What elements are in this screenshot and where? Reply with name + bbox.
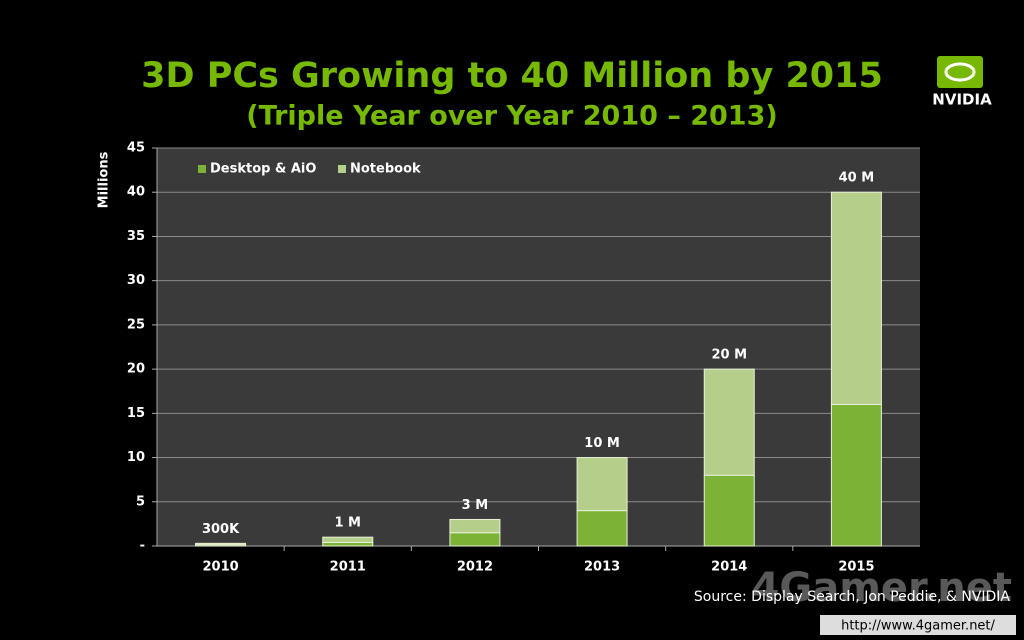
y-tick-label: 20 <box>127 362 145 377</box>
y-tick-label: 35 <box>127 229 145 244</box>
y-tick-label: 10 <box>127 450 145 465</box>
logo-icon <box>937 56 983 88</box>
x-tick-label: 2015 <box>838 560 874 575</box>
x-tick-label: 2010 <box>202 560 238 575</box>
total-label: 40 M <box>839 171 875 186</box>
total-label: 3 M <box>462 498 489 513</box>
bar-segment <box>449 518 501 534</box>
y-tick-label: 15 <box>127 406 145 421</box>
source: Source: Display Search, Jon Peddie, & NV… <box>694 589 1011 605</box>
watermark-brand: 4Gamer.net <box>752 565 1012 611</box>
y-tick-label: 5 <box>136 494 145 509</box>
bar-segment <box>322 536 374 543</box>
plot-area <box>157 148 920 546</box>
logo-eye <box>944 62 976 82</box>
total-label: 20 M <box>711 348 747 363</box>
bar-segment <box>322 541 374 547</box>
watermark-url-box <box>820 615 1016 635</box>
y-tick-label: 30 <box>127 273 145 288</box>
legend-swatch <box>338 165 346 173</box>
total-label: 10 M <box>584 436 620 451</box>
y-tick-label: - <box>140 539 145 554</box>
logo-text: NVIDIA <box>932 91 992 109</box>
bar-segment <box>830 403 882 547</box>
x-tick-label: 2014 <box>711 560 747 575</box>
chart-subtitle: (Triple Year over Year 2010 – 2013) <box>246 101 777 132</box>
legend-label: Notebook <box>350 162 421 177</box>
x-tick-label: 2012 <box>457 560 493 575</box>
bar-segment <box>576 510 628 547</box>
chart-title: 3D PCs Growing to 40 Million by 2015 <box>141 56 883 96</box>
y-axis-label: Millions <box>97 151 112 208</box>
y-tick-label: 45 <box>127 141 145 156</box>
watermark-url: http://www.4gamer.net/ <box>841 619 995 634</box>
y-tick-label: 25 <box>127 317 145 332</box>
total-label: 1 M <box>334 516 361 531</box>
bar-segment <box>703 474 755 547</box>
bar-segment <box>576 457 628 512</box>
legend-swatch <box>198 165 206 173</box>
bar-segment <box>195 542 247 546</box>
x-tick-label: 2011 <box>330 560 366 575</box>
total-label: 300K <box>202 522 240 537</box>
bar-segment <box>830 191 882 405</box>
bar-segment <box>449 532 501 547</box>
y-tick-label: 40 <box>127 185 145 200</box>
logo: NVIDIA <box>932 56 992 109</box>
legend-label: Desktop & AiO <box>210 162 316 177</box>
bar-segment <box>703 368 755 476</box>
x-tick-label: 2013 <box>584 560 620 575</box>
